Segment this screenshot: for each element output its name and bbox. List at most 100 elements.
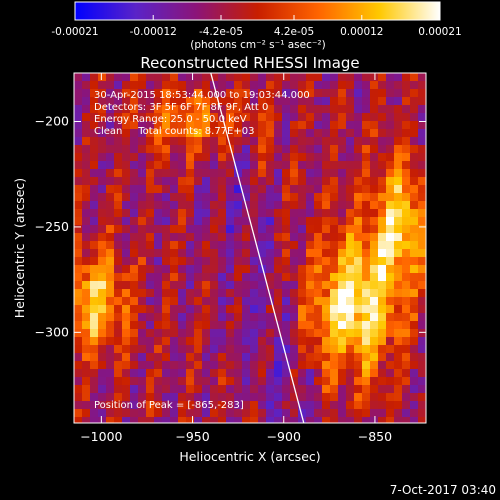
- heatmap-cell: [250, 321, 258, 329]
- heatmap-cell: [322, 89, 330, 97]
- heatmap-cell: [122, 281, 130, 289]
- heatmap-cell: [322, 105, 330, 113]
- heatmap-cell: [122, 329, 130, 337]
- heatmap-cell: [322, 345, 330, 353]
- heatmap-cell: [322, 369, 330, 377]
- heatmap-cell: [306, 201, 314, 209]
- heatmap-cell: [138, 281, 146, 289]
- chart-title: Reconstructed RHESSI Image: [140, 54, 359, 72]
- heatmap-cell: [114, 417, 122, 423]
- heatmap-cell: [186, 353, 194, 361]
- heatmap-cell: [178, 369, 186, 377]
- heatmap-cell: [82, 337, 90, 345]
- heatmap-cell: [370, 81, 378, 89]
- heatmap-cell: [314, 305, 322, 313]
- heatmap-cell: [170, 377, 178, 385]
- heatmap-cell: [266, 385, 274, 393]
- heatmap-cell: [410, 305, 418, 313]
- heatmap-cell: [154, 225, 162, 233]
- heatmap-cell: [194, 417, 202, 423]
- heatmap-cell: [154, 289, 162, 297]
- heatmap-cell: [210, 297, 218, 305]
- heatmap-cell: [106, 241, 114, 249]
- heatmap-cell: [82, 329, 90, 337]
- heatmap-cell: [346, 113, 354, 121]
- heatmap-cell: [170, 281, 178, 289]
- heatmap-cell: [370, 193, 378, 201]
- heatmap-cell: [330, 337, 338, 345]
- heatmap-cell: [234, 249, 242, 257]
- heatmap-cell: [274, 369, 282, 377]
- heatmap-cell: [274, 105, 282, 113]
- heatmap-cell: [306, 273, 314, 281]
- heatmap-cell: [378, 145, 386, 153]
- heatmap-cell: [290, 345, 298, 353]
- heatmap-cell: [106, 377, 114, 385]
- heatmap-cell: [322, 201, 330, 209]
- annotation-detectors: Detectors: 3F 5F 6F 7F 8F 9F, Att 0: [94, 102, 268, 113]
- heatmap-cell: [410, 385, 418, 393]
- heatmap-cell: [82, 137, 90, 145]
- heatmap-cell: [266, 137, 274, 145]
- heatmap-cell: [138, 129, 146, 137]
- heatmap-cell: [186, 241, 194, 249]
- heatmap-cell: [178, 273, 186, 281]
- heatmap-cell: [98, 73, 106, 81]
- heatmap-cell: [322, 353, 330, 361]
- heatmap-cell: [258, 417, 266, 423]
- heatmap-cell: [146, 281, 154, 289]
- heatmap-cell: [178, 73, 186, 81]
- heatmap-cell: [194, 185, 202, 193]
- heatmap-cell: [178, 337, 186, 345]
- heatmap-cell: [274, 153, 282, 161]
- heatmap-cell: [114, 121, 122, 129]
- heatmap-cell: [146, 321, 154, 329]
- heatmap-cell: [298, 73, 306, 81]
- heatmap-cell: [282, 169, 290, 177]
- heatmap-cell: [354, 313, 362, 321]
- heatmap-cell: [146, 233, 154, 241]
- heatmap-cell: [170, 225, 178, 233]
- heatmap-cell: [258, 249, 266, 257]
- heatmap-cell: [138, 169, 146, 177]
- heatmap-cell: [98, 273, 106, 281]
- heatmap-cell: [106, 401, 114, 409]
- heatmap-cell: [322, 289, 330, 297]
- heatmap-cell: [226, 297, 234, 305]
- heatmap-cell: [90, 345, 98, 353]
- heatmap-cell: [314, 201, 322, 209]
- heatmap-cell: [226, 265, 234, 273]
- heatmap-cell: [114, 353, 122, 361]
- colorbar-tick-label: -0.00021: [51, 26, 98, 38]
- heatmap-cell: [234, 97, 242, 105]
- heatmap-cell: [250, 353, 258, 361]
- heatmap-cell: [122, 297, 130, 305]
- heatmap-cell: [74, 241, 82, 249]
- heatmap-cell: [82, 377, 90, 385]
- heatmap-cell: [194, 153, 202, 161]
- heatmap-cell: [266, 289, 274, 297]
- heatmap-cell: [98, 409, 106, 417]
- heatmap-cell: [338, 81, 346, 89]
- heatmap-cell: [290, 73, 298, 81]
- heatmap-cell: [266, 105, 274, 113]
- heatmap-cell: [146, 105, 154, 113]
- heatmap-cell: [330, 153, 338, 161]
- heatmap-cell: [138, 385, 146, 393]
- heatmap-cell: [338, 401, 346, 409]
- heatmap-cell: [250, 313, 258, 321]
- heatmap-cell: [394, 73, 402, 81]
- heatmap-cell: [106, 217, 114, 225]
- heatmap-cell: [234, 145, 242, 153]
- timestamp-label: 7-Oct-2017 03:40: [390, 483, 496, 497]
- heatmap-cell: [178, 113, 186, 121]
- heatmap-cell: [330, 409, 338, 417]
- heatmap-cell: [146, 145, 154, 153]
- heatmap-cell: [386, 217, 394, 225]
- heatmap-cell: [242, 153, 250, 161]
- heatmap-cell: [82, 369, 90, 377]
- heatmap-cell: [314, 89, 322, 97]
- heatmap-cell: [210, 265, 218, 273]
- heatmap-cell: [90, 417, 98, 423]
- heatmap-cell: [402, 313, 410, 321]
